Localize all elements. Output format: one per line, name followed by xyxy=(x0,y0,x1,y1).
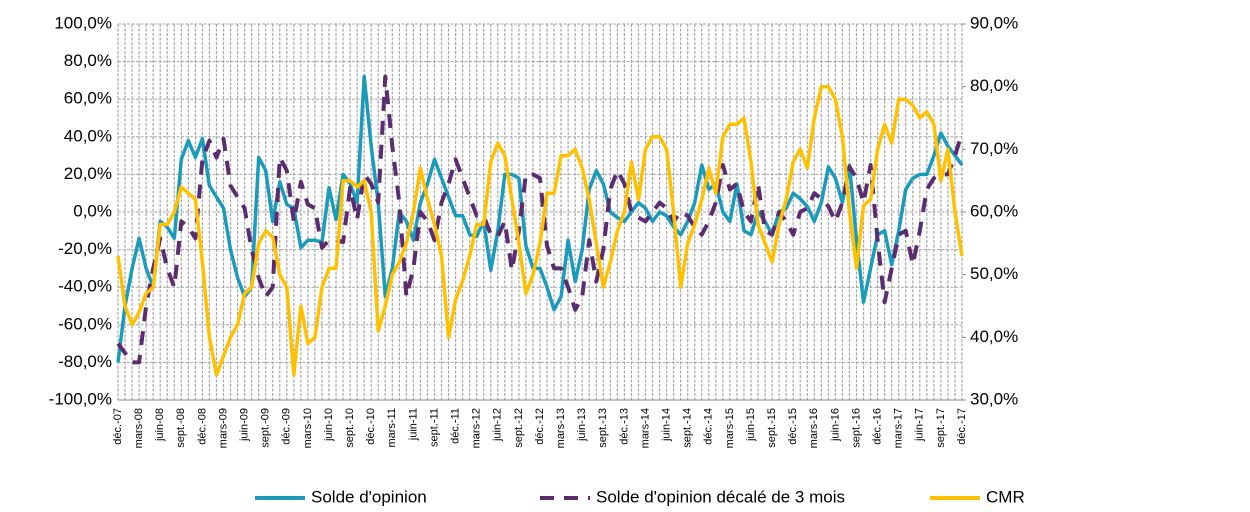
x-tick-label: mars-11 xyxy=(386,408,398,448)
y2-tick-label: 30,0% xyxy=(970,389,1018,408)
legend-label: Solde d'opinion xyxy=(311,487,427,506)
y2-tick-label: 40,0% xyxy=(970,327,1018,346)
x-tick-label: déc.-16 xyxy=(872,408,884,445)
series-line xyxy=(116,84,964,377)
y2-tick-label: 70,0% xyxy=(970,139,1018,158)
x-tick-label: déc.-17 xyxy=(956,408,968,445)
series-line xyxy=(116,74,964,365)
x-tick-label: mars-09 xyxy=(217,408,229,448)
x-tick-label: juin-08 xyxy=(154,408,166,442)
x-tick-label: sept.-13 xyxy=(597,408,609,448)
x-tick-label: déc.-12 xyxy=(534,408,546,445)
x-tick-label: déc.-14 xyxy=(703,408,715,445)
x-tick-label: sept.-16 xyxy=(850,408,862,448)
x-tick-label: sept.-12 xyxy=(513,408,525,448)
y-tick-label: 20,0% xyxy=(64,164,112,183)
x-tick-label: mars-10 xyxy=(302,408,314,448)
x-tick-label: juin-09 xyxy=(239,408,251,442)
x-tick-label: sept.-15 xyxy=(766,408,778,448)
x-tick-label: déc.-09 xyxy=(281,408,293,445)
x-tick-label: mars-12 xyxy=(471,408,483,448)
y-tick-label: -40,0% xyxy=(58,277,112,296)
legend-label: Solde d'opinion décalé de 3 mois xyxy=(596,487,845,506)
x-tick-label: déc.-07 xyxy=(112,408,124,445)
x-tick-label: déc.-11 xyxy=(450,408,462,444)
y-tick-label: -20,0% xyxy=(58,239,112,258)
x-tick-label: sept.-08 xyxy=(175,408,187,448)
x-tick-label: juin-15 xyxy=(745,408,757,442)
x-tick-label: sept.-10 xyxy=(344,408,356,448)
x-tick-label: sept.-17 xyxy=(935,408,947,448)
y-tick-label: -100,0% xyxy=(49,389,112,408)
x-tick-label: sept.-11 xyxy=(428,408,440,447)
x-tick-label: mars-08 xyxy=(133,408,145,448)
x-tick-label: mars-14 xyxy=(639,408,651,448)
y-tick-label: 0,0% xyxy=(73,201,112,220)
y-tick-label: -80,0% xyxy=(58,352,112,371)
x-tick-label: juin-10 xyxy=(323,408,335,442)
x-tick-label: juin-13 xyxy=(576,408,588,442)
x-tick-label: déc.-13 xyxy=(618,408,630,445)
series-line xyxy=(116,74,964,363)
x-tick-label: sept.-09 xyxy=(260,408,272,448)
x-tick-label: sept.-14 xyxy=(682,408,694,448)
y-tick-label: 80,0% xyxy=(64,51,112,70)
y2-tick-label: 90,0% xyxy=(970,13,1018,32)
x-tick-label: juin-14 xyxy=(661,408,673,442)
x-tick-label: juin-17 xyxy=(914,408,926,442)
x-tick-label: juin-16 xyxy=(829,408,841,442)
x-tick-label: juin-12 xyxy=(492,408,504,442)
y2-tick-label: 50,0% xyxy=(970,264,1018,283)
y2-tick-label: 80,0% xyxy=(970,76,1018,95)
y2-tick-label: 60,0% xyxy=(970,201,1018,220)
x-tick-label: mars-16 xyxy=(808,408,820,448)
x-tick-label: déc.-10 xyxy=(365,408,377,445)
x-tick-label: juin-11 xyxy=(407,408,419,441)
y-tick-label: -60,0% xyxy=(58,314,112,333)
x-tick-label: déc.-15 xyxy=(787,408,799,445)
y-tick-label: 100,0% xyxy=(54,13,112,32)
legend-label: CMR xyxy=(986,487,1025,506)
x-tick-label: mars-13 xyxy=(555,408,567,448)
y-tick-label: 40,0% xyxy=(64,126,112,145)
x-tick-label: mars-17 xyxy=(893,408,905,448)
x-tick-label: mars-15 xyxy=(724,408,736,448)
x-tick-label: déc.-08 xyxy=(196,408,208,445)
y-tick-label: 60,0% xyxy=(64,89,112,108)
